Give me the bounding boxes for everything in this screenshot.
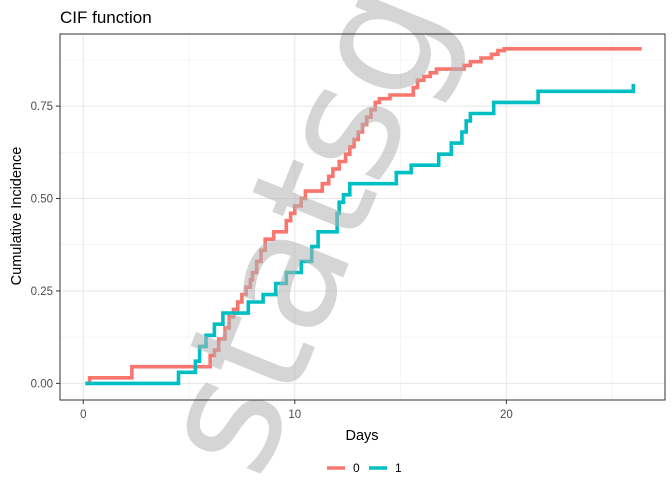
y-axis: 0.00 0.25 0.50 0.75 [31, 101, 60, 390]
chart-title: CIF function [60, 8, 152, 27]
watermark: statsg [118, 0, 486, 480]
x-tick-label: 0 [80, 409, 86, 421]
series-layer [85, 47, 642, 386]
x-axis-title: Days [345, 428, 378, 444]
y-tick-label: 0.00 [31, 378, 53, 390]
legend-label-1: 1 [395, 461, 402, 475]
y-tick-label: 0.25 [31, 286, 53, 298]
y-tick-label: 0.75 [31, 101, 53, 113]
x-tick-label: 10 [288, 409, 301, 421]
panel-border [59, 33, 666, 401]
watermark-text: statsg [118, 0, 486, 480]
y-axis-title: Cumulative Incidence [9, 147, 25, 286]
x-tick-label: 20 [500, 409, 513, 421]
legend-label-0: 0 [353, 461, 360, 475]
series-line-0 [85, 47, 642, 386]
x-axis: 0 10 20 [80, 400, 513, 421]
y-tick-label: 0.50 [31, 194, 53, 206]
series-line-1 [85, 83, 636, 386]
